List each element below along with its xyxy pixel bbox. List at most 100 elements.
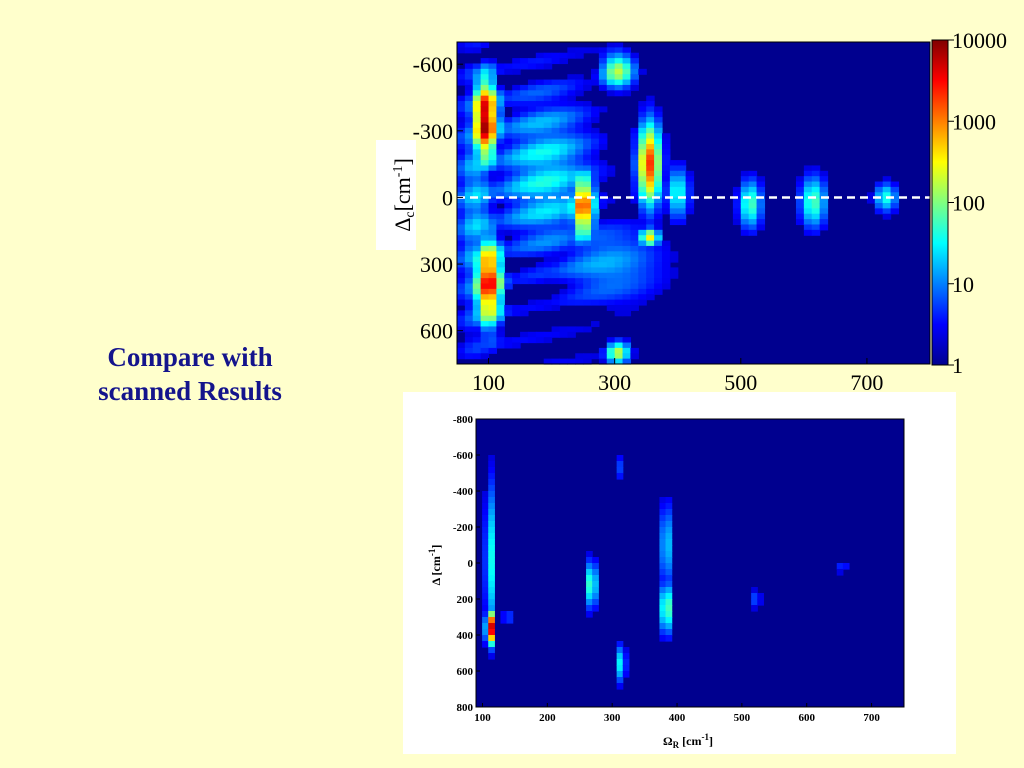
heatmap-cell	[535, 245, 545, 252]
heatmap-cell	[614, 342, 624, 349]
heatmap-cell	[472, 181, 482, 188]
heatmap-cell	[811, 213, 821, 220]
heatmap-cell	[756, 203, 766, 209]
heatmap-cell	[795, 176, 805, 183]
heatmap-cell	[457, 154, 466, 161]
heatmap-cell	[748, 192, 758, 199]
heatmap-cell	[504, 122, 513, 129]
heatmap-cell	[559, 229, 568, 236]
heatmap-cell	[669, 256, 679, 263]
heatmap-cell	[811, 186, 821, 193]
heatmap-cell	[586, 581, 593, 588]
heatmap-cell	[543, 138, 553, 145]
heatmap-cell	[622, 262, 632, 268]
heatmap-cell	[535, 181, 545, 188]
heatmap-cell	[598, 229, 608, 236]
heatmap-cell	[488, 635, 495, 642]
heatmap-cell	[740, 203, 750, 209]
heatmap-cell	[535, 58, 545, 65]
heatmap-cell	[496, 224, 505, 231]
heatmap-cell	[496, 197, 505, 204]
heatmap-cell	[567, 197, 576, 204]
heatmap-cell	[480, 170, 490, 177]
heatmap-cell	[567, 165, 576, 172]
heatmap-cell	[535, 272, 545, 279]
heatmap-cell	[567, 294, 576, 301]
heatmap-cell	[464, 90, 474, 97]
heatmap-cell	[614, 47, 624, 54]
heatmap-cell	[606, 68, 616, 75]
heatmap-cell	[504, 272, 513, 279]
heatmap-cell	[527, 251, 537, 258]
heatmap-cell	[591, 224, 600, 231]
heatmap-cell	[488, 63, 498, 70]
y-tick-label: 400	[457, 630, 474, 642]
heatmap-cell	[598, 106, 608, 113]
heatmap-cell	[591, 294, 600, 301]
heatmap-cell	[488, 533, 495, 540]
heatmap-cell	[803, 203, 813, 209]
heatmap-cell	[543, 256, 553, 263]
heatmap-cell	[567, 149, 576, 156]
heatmap-cell	[496, 294, 505, 301]
heatmap-cell	[488, 288, 498, 295]
heatmap-cell	[559, 278, 568, 285]
heatmap-cell	[496, 337, 505, 344]
heatmap-cell	[472, 251, 482, 258]
heatmap-cell	[559, 267, 568, 274]
heatmap-cell	[464, 283, 474, 290]
heatmap-cell	[457, 165, 466, 172]
heatmap-cell	[457, 283, 466, 290]
heatmap-cell	[622, 58, 632, 65]
heatmap-cell	[592, 563, 599, 570]
heatmap-cell	[685, 197, 695, 204]
heatmap-cell	[457, 219, 466, 226]
heatmap-cell	[591, 79, 600, 86]
heatmap-cell	[638, 149, 647, 156]
heatmap-cell	[464, 213, 474, 220]
heatmap-cell	[630, 197, 639, 204]
heatmap-cell	[512, 165, 521, 172]
heatmap-cell	[638, 197, 647, 204]
heatmap-cell	[535, 331, 545, 338]
heatmap-cell	[659, 629, 667, 636]
heatmap-cell	[685, 176, 695, 183]
heatmap-cell	[551, 245, 561, 252]
heatmap-cell	[480, 321, 490, 328]
heatmap-cell	[488, 527, 495, 534]
heatmap-cell	[630, 304, 639, 311]
heatmap-cell	[464, 79, 474, 86]
y-tick-label: -600	[453, 450, 474, 462]
heatmap-cell	[464, 203, 474, 209]
heatmap-cell	[630, 224, 639, 231]
heatmap-cell	[748, 203, 758, 209]
heatmap-cell	[795, 219, 805, 226]
heatmap-cell	[464, 262, 474, 268]
heatmap-cell	[661, 251, 671, 258]
heatmap-cell	[874, 203, 884, 209]
x-axis-label-bottom: ΩR [cm-1]	[663, 732, 713, 750]
heatmap-cell	[659, 557, 667, 564]
heatmap-cell	[586, 599, 593, 606]
heatmap-cell	[665, 581, 673, 588]
heatmap-cell	[472, 84, 482, 91]
heatmap-cell	[591, 278, 600, 285]
heatmap-cell	[543, 127, 553, 134]
heatmap-cell	[535, 267, 545, 274]
heatmap-cell	[748, 224, 758, 231]
heatmap-cell	[488, 219, 498, 226]
heatmap-cell	[583, 138, 592, 145]
colorbar-tick-label: 1	[952, 353, 963, 378]
heatmap-cell	[630, 160, 639, 167]
heatmap-cell	[732, 219, 742, 226]
heatmap-cell	[622, 84, 632, 91]
heatmap-cell	[661, 267, 671, 274]
heatmap-cell	[567, 90, 576, 97]
heatmap-cell	[616, 677, 624, 684]
heatmap-cell	[457, 47, 466, 54]
heatmap-cell	[591, 160, 600, 167]
heatmap-cell	[622, 272, 632, 279]
heatmap-cell	[591, 208, 600, 215]
heatmap-cell	[535, 229, 545, 236]
